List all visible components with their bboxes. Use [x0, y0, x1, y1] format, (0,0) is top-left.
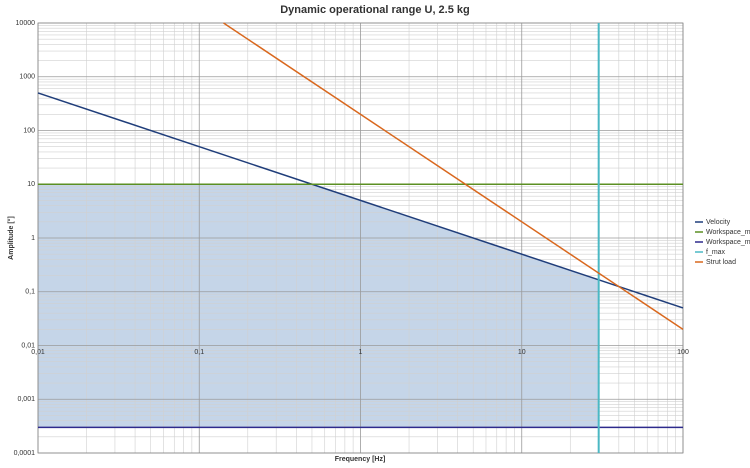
y-tick-label: 100: [23, 127, 35, 134]
legend-label: f_max: [706, 249, 726, 256]
series-line: [37, 92, 684, 309]
x-tick-label: 1: [359, 349, 363, 356]
legend-label: Velocity: [706, 219, 731, 226]
y-tick-label: 0,001: [17, 396, 35, 403]
chart-title: Dynamic operational range U, 2.5 kg: [280, 4, 470, 16]
series-line: [223, 22, 684, 330]
plot-border: [37, 22, 684, 454]
y-tick-label: 1000: [19, 74, 35, 81]
y-tick-label: 0,0001: [14, 450, 36, 457]
legend-label: Strut load: [706, 259, 736, 266]
y-tick-label: 0,01: [21, 342, 35, 349]
y-axis-label: Amplitude [°]: [7, 216, 15, 260]
x-tick-label: 0,1: [194, 349, 204, 356]
x-tick-label: 10: [518, 349, 526, 356]
y-tick-label: 10: [27, 181, 35, 188]
legend-label: Workspace_min: [706, 239, 750, 246]
legend-label: Workspace_max: [706, 229, 750, 236]
y-tick-label: 1: [31, 235, 35, 242]
y-tick-label: 10000: [16, 20, 36, 27]
x-axis-label: Frequency [Hz]: [335, 456, 386, 463]
operating-area: [38, 184, 599, 428]
y-tick-label: 0,1: [25, 289, 35, 296]
